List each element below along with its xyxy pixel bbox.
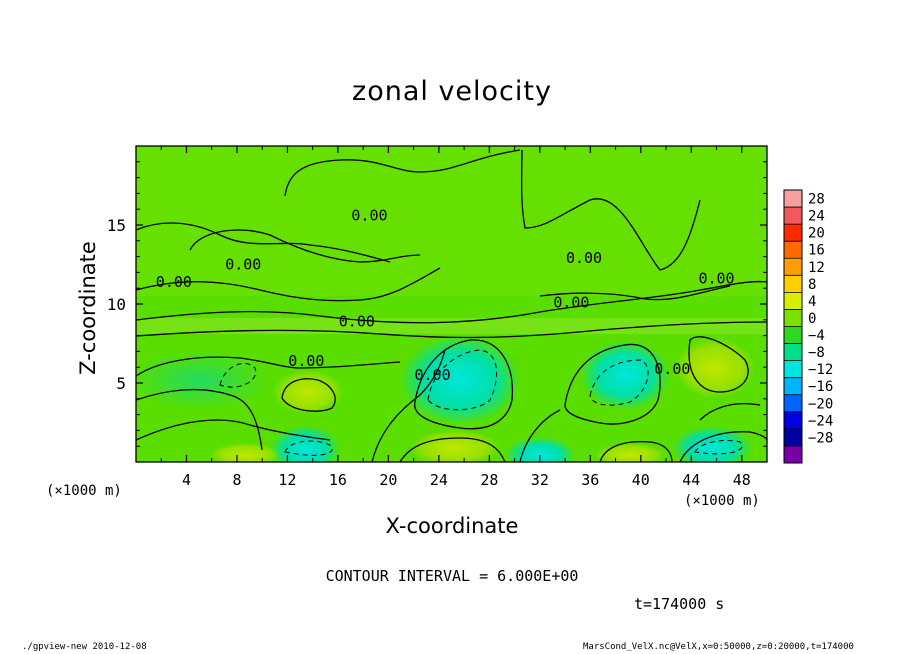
contour-line (699, 403, 761, 421)
colorbar-segment (784, 258, 802, 276)
colorbar-segment (784, 309, 802, 327)
colorbar-label: 28 (808, 192, 825, 208)
footer-right-text: MarsCond_VelX.nc@VelX,x=0:50000,z=0:2000… (583, 642, 854, 652)
x-tick-label: 4 (182, 471, 191, 489)
colorbar-segment (784, 445, 802, 464)
x-axis-label: X-coordinate (385, 514, 519, 538)
contour-line (136, 267, 441, 302)
colorbar-label: 0 (808, 311, 816, 327)
x-tick-label: 36 (581, 471, 599, 489)
y-tick-label: 5 (116, 374, 126, 393)
colorbar-label: 12 (808, 260, 825, 276)
colorbar-segment (784, 394, 802, 413)
contour-label: 0.00 (225, 256, 261, 274)
chart-title: zonal velocity (352, 76, 552, 107)
x-tick-label: 40 (632, 471, 650, 489)
contour-line (136, 321, 767, 339)
contour-label: 0.00 (156, 273, 192, 291)
colorbar-label: −20 (808, 396, 833, 412)
contour-label-group: 0.00 0.00 0.00 0.00 0.00 0.00 0.00 0.00 0.00 0.00 (156, 207, 735, 385)
contour-line (539, 285, 731, 301)
colorbar-segment (784, 343, 802, 362)
x-tick-label: 32 (531, 471, 549, 489)
colorbar-label: −4 (808, 328, 825, 344)
colorbar-segment (784, 292, 802, 310)
contour-label: 0.00 (415, 366, 451, 384)
contour-line-dashed (284, 440, 333, 456)
colorbar-label: 16 (808, 243, 825, 259)
colorbar-label: −12 (808, 362, 833, 378)
colorbar-segment (784, 224, 802, 242)
colorbar-segment (784, 207, 802, 225)
contour-interval-note: CONTOUR INTERVAL = 6.000E+00 (325, 567, 579, 585)
x-tick-label: 28 (480, 471, 498, 489)
contour-label: 0.00 (654, 360, 690, 378)
contour-line (136, 222, 391, 263)
contour-line (281, 378, 336, 412)
contour-line-dashed (427, 349, 498, 411)
contour-label: 0.00 (351, 207, 387, 225)
colorbar-segment (784, 411, 802, 430)
negative-contours (219, 349, 743, 456)
contour-line (136, 419, 331, 441)
colorbar-label: −24 (808, 413, 833, 429)
x-unit-label-right: (×1000 m) (684, 493, 760, 509)
x-tick-label: 16 (329, 471, 347, 489)
y-tick-label: 10 (107, 295, 126, 314)
colorbar-segment (784, 241, 802, 259)
contour-line (688, 336, 749, 393)
contour-lines (136, 149, 767, 462)
contour-line (136, 356, 401, 377)
x-tick-label: 12 (278, 471, 296, 489)
contour-label: 0.00 (566, 249, 602, 267)
colorbar-label: −16 (808, 379, 833, 395)
contour-line (599, 440, 673, 462)
contour-label: 0.00 (553, 293, 589, 311)
colorbar-segment (784, 428, 802, 447)
y-axis-label: Z-coordinate (76, 241, 100, 375)
contour-label: 0.00 (288, 352, 324, 370)
contour-line-dashed (219, 363, 257, 388)
contour-line (414, 339, 514, 430)
x-unit-label-left: (×1000 m) (46, 483, 122, 499)
colorbar-label: 8 (808, 277, 816, 293)
x-tick-label: 20 (379, 471, 397, 489)
colorbar-segment (784, 190, 802, 208)
colorbar-label: −28 (808, 430, 833, 446)
x-tick-label: 44 (682, 471, 700, 489)
contour-label: 0.00 (698, 270, 734, 288)
colorbar-label: 20 (808, 226, 825, 242)
x-tick-label: 24 (430, 471, 448, 489)
colorbar-segment (784, 377, 802, 396)
contour-line (679, 431, 767, 462)
contour-line (564, 343, 661, 425)
contour-line (399, 437, 506, 462)
colorbar-label: 4 (808, 294, 816, 310)
footer-left-text: ./gpview-new 2010-12-08 (22, 642, 147, 652)
colorbar-segment (784, 275, 802, 293)
contour-line (371, 349, 446, 462)
contour-line (189, 229, 421, 263)
x-tick-label: 8 (232, 471, 241, 489)
contour-label: 0.00 (339, 312, 375, 330)
colorbar-segment (784, 360, 802, 379)
colorbar-segment (784, 326, 802, 345)
contour-line-dashed (589, 359, 649, 406)
y-axis: 5 10 15 (107, 161, 767, 447)
contour-line (136, 388, 263, 451)
time-stamp-note: t=174000 s (634, 595, 725, 613)
contour-line (519, 409, 561, 462)
x-axis: 4 8 12 16 20 24 28 32 36 40 44 48 (160, 146, 751, 489)
contour-line-dashed (694, 439, 743, 455)
x-tick-label: 48 (733, 471, 751, 489)
colorbar-label: −8 (808, 345, 825, 361)
colorbar-label: 24 (808, 209, 825, 225)
contour-line (284, 149, 521, 197)
y-tick-label: 15 (107, 216, 126, 235)
contour-line (520, 149, 701, 271)
contour-line (136, 280, 767, 324)
